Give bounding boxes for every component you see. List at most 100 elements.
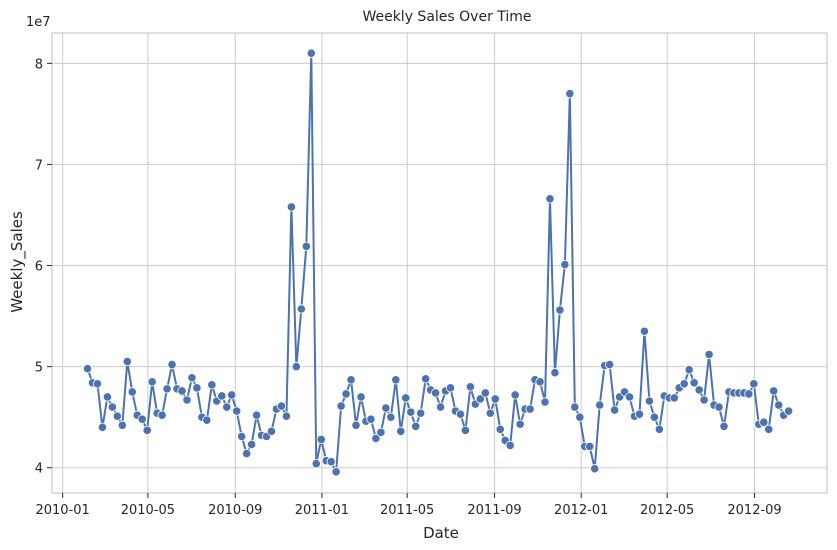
data-point: [396, 426, 406, 436]
data-point: [605, 359, 615, 370]
data-point: [460, 425, 471, 435]
data-point: [162, 384, 172, 394]
data-point: [416, 408, 426, 418]
data-point: [490, 394, 500, 404]
data-point: [535, 377, 545, 387]
plot-frame: [51, 32, 828, 494]
x-tick-label: 2011-09: [467, 503, 521, 518]
y-axis-scale-factor: 1e7: [26, 15, 51, 30]
data-point: [769, 386, 779, 396]
data-point: [510, 390, 520, 400]
data-point: [465, 382, 475, 392]
data-point: [366, 414, 376, 424]
x-tick-label: 2012-09: [727, 503, 781, 518]
data-point: [391, 375, 401, 385]
data-point: [296, 304, 306, 314]
data-point: [137, 414, 147, 424]
y-axis-label: Weekly_Sales: [8, 211, 27, 313]
data-point: [595, 400, 605, 410]
data-point: [480, 388, 490, 398]
data-point: [316, 434, 326, 445]
data-point: [590, 464, 600, 474]
data-point: [331, 467, 341, 477]
data-point: [326, 457, 336, 467]
data-point: [346, 375, 356, 385]
data-point: [157, 410, 167, 420]
data-point: [301, 241, 311, 251]
data-point: [624, 392, 635, 402]
data-point: [689, 378, 699, 388]
data-point: [381, 403, 391, 413]
data-point: [237, 431, 247, 441]
data-point: [371, 433, 381, 444]
data-point: [525, 404, 535, 414]
data-point: [430, 388, 441, 398]
data-point: [376, 427, 386, 437]
data-point: [774, 400, 784, 410]
data-point: [684, 365, 694, 375]
data-point: [311, 459, 321, 469]
data-point: [744, 389, 754, 399]
data-point: [555, 305, 565, 315]
data-point: [182, 395, 192, 405]
data-point: [227, 390, 237, 400]
data-point: [669, 393, 679, 403]
data-point: [784, 406, 794, 416]
data-point: [127, 387, 137, 397]
data-point: [291, 362, 301, 372]
grid: [52, 33, 827, 493]
data-point: [565, 89, 575, 99]
data-point: [351, 420, 361, 430]
data-point: [485, 408, 495, 418]
data-point: [421, 374, 431, 384]
data-point: [704, 349, 714, 360]
data-point: [545, 194, 555, 204]
data-point: [192, 383, 202, 393]
data-point: [654, 424, 664, 434]
data-point: [575, 412, 585, 422]
data-point: [649, 412, 659, 422]
data-point: [102, 392, 113, 402]
x-tick-label: 2011-05: [380, 503, 434, 518]
y-tick-label: 7: [35, 158, 43, 173]
data-point: [187, 373, 197, 383]
data-point: [495, 424, 505, 434]
data-point: [515, 419, 525, 429]
data-point: [112, 411, 122, 421]
data-point: [232, 406, 242, 416]
y-tick-label: 6: [35, 260, 43, 275]
data-point: [406, 407, 416, 417]
data-point: [202, 415, 212, 425]
data-point: [445, 383, 456, 393]
data-point: [147, 377, 157, 387]
data-point: [251, 410, 262, 420]
data-point: [699, 395, 709, 405]
x-tick-label: 2010-09: [208, 503, 262, 518]
x-tick-label: 2012-05: [640, 503, 694, 518]
data-point: [585, 441, 595, 452]
data-point: [749, 379, 759, 389]
y-tick-label: 8: [35, 57, 43, 72]
data-point: [177, 386, 187, 396]
data-point: [714, 402, 724, 412]
data-point: [242, 448, 252, 459]
x-tick-label: 2010-01: [35, 503, 89, 518]
data-point: [634, 409, 645, 419]
data-point: [411, 421, 421, 431]
data-point: [117, 420, 127, 430]
data-point: [276, 401, 287, 411]
data-point: [386, 412, 396, 422]
data-point: [341, 389, 351, 399]
chart-title: Weekly Sales Over Time: [362, 9, 531, 25]
data-point: [167, 359, 177, 370]
data-point: [356, 392, 366, 402]
data-point: [97, 422, 108, 432]
data-point: [222, 402, 232, 412]
data-point: [694, 385, 704, 395]
data-point: [336, 401, 346, 411]
data-point: [401, 393, 411, 403]
data-point: [455, 409, 466, 419]
data-point: [679, 379, 689, 389]
